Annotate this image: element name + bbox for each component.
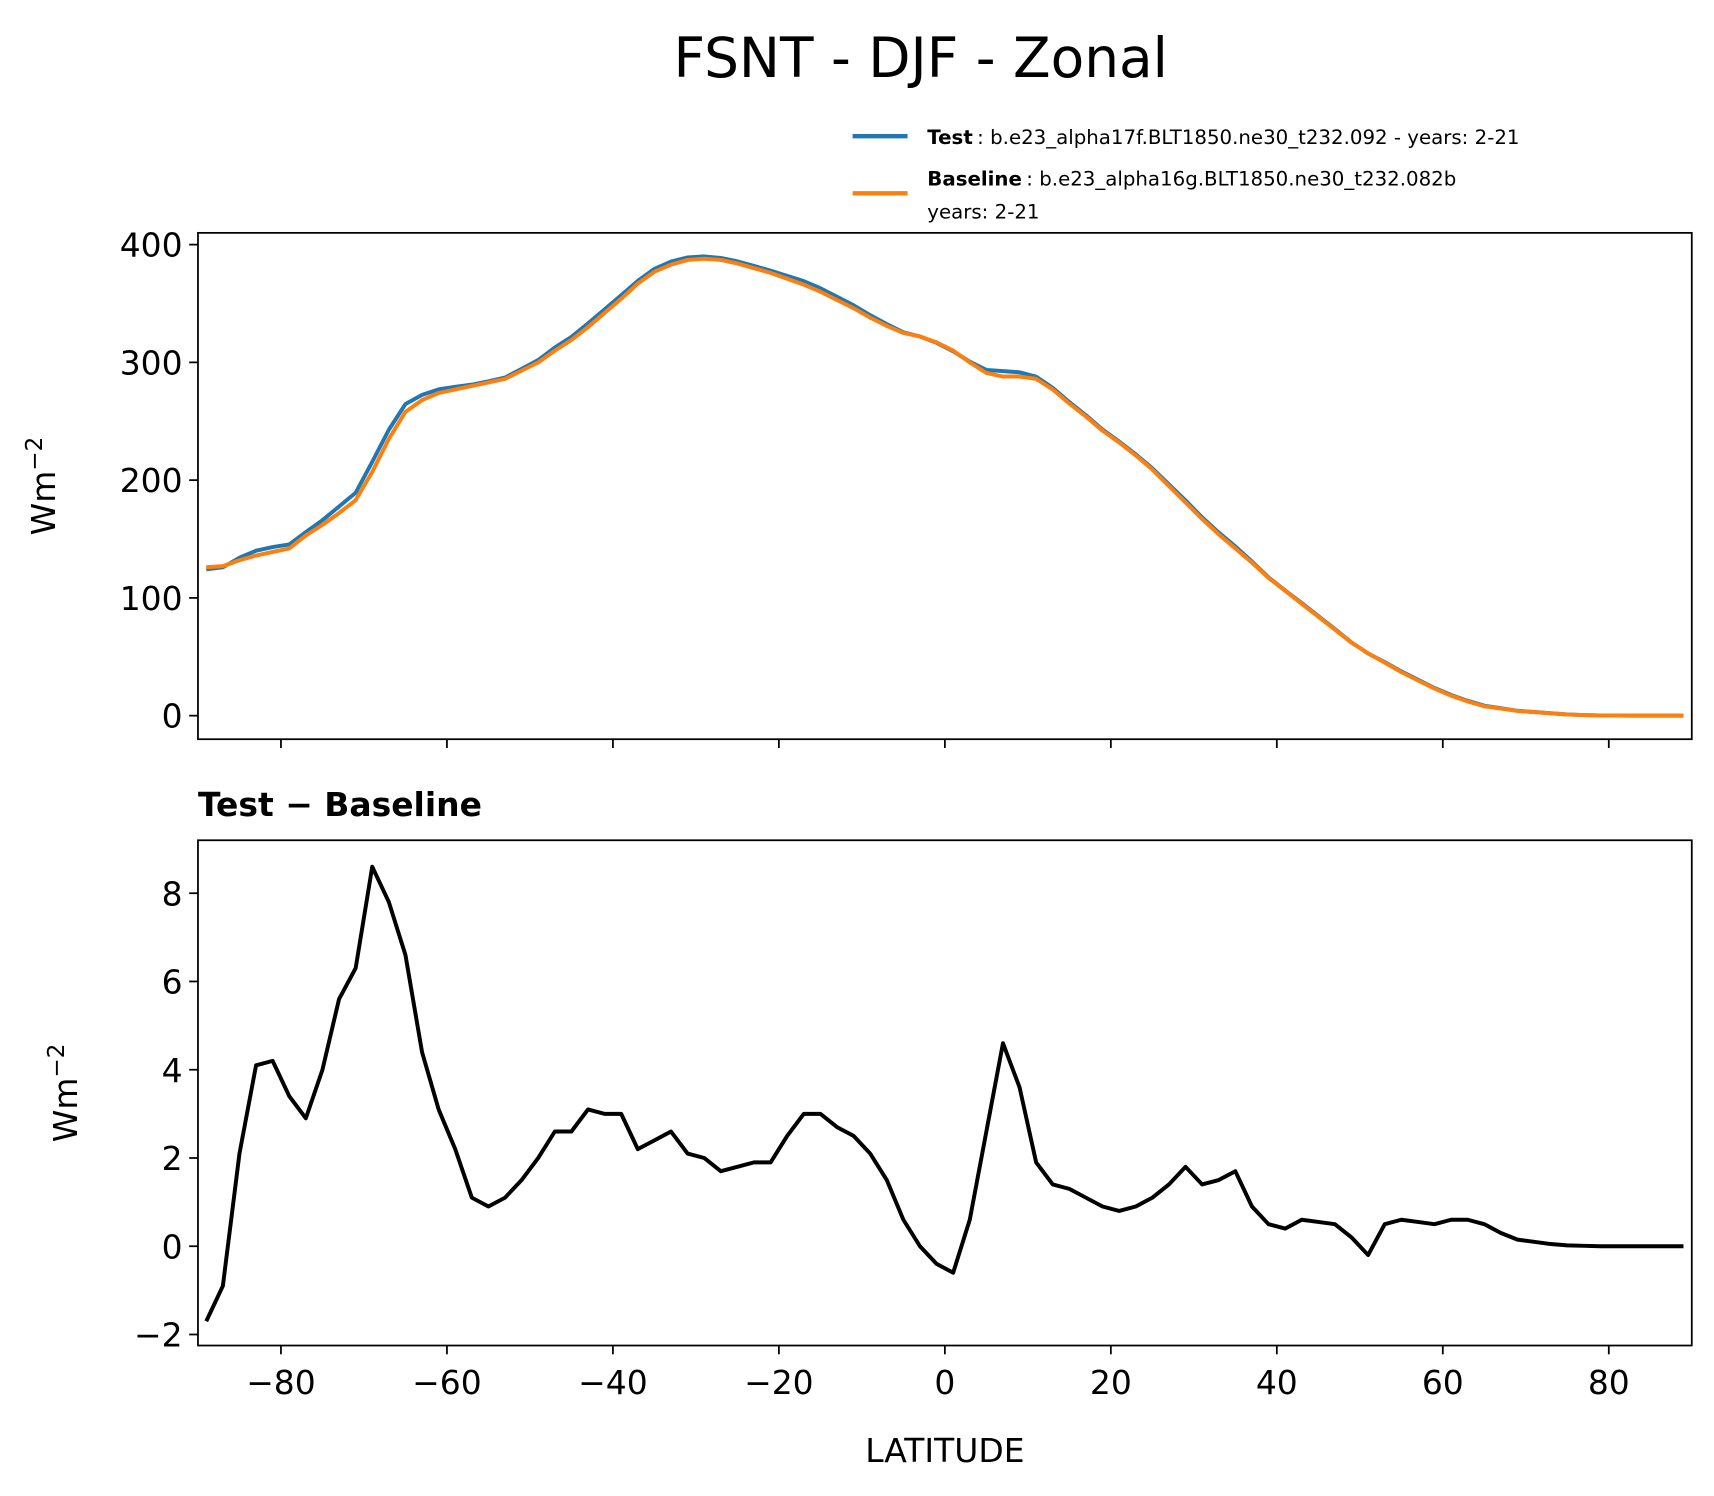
y-axis-label-superscript: −2 <box>44 1044 70 1078</box>
legend-entry: Baseline: b.e23_alpha16g.BLT1850.ne30_t2… <box>927 168 1456 191</box>
y-tick-label: 0 <box>162 1227 183 1266</box>
y-axis-label: Wm−2 <box>44 1044 85 1143</box>
y-axis-label-text: Wm <box>24 471 63 536</box>
subplot-title: Test − Baseline <box>198 785 482 824</box>
x-axis-label: LATITUDE <box>865 1431 1024 1470</box>
plot-frame <box>197 839 1693 1347</box>
x-tick-label: 60 <box>1422 1363 1464 1402</box>
y-tick-label: 6 <box>162 963 183 1002</box>
data-line <box>204 864 1684 1323</box>
y-tick-label: 4 <box>162 1051 183 1090</box>
x-tick-label: −40 <box>578 1363 648 1402</box>
legend-text: : b.e23_alpha17f.BLT1850.ne30_t232.092 -… <box>977 126 1519 149</box>
y-axis-label-text: Wm <box>46 1078 85 1143</box>
x-tick-label: 80 <box>1588 1363 1630 1402</box>
y-axis-label-superscript: −2 <box>22 437 48 471</box>
x-tick-label: −20 <box>744 1363 814 1402</box>
legend-entry: Test: b.e23_alpha17f.BLT1850.ne30_t232.0… <box>927 126 1519 149</box>
y-tick-label: 2 <box>162 1139 183 1178</box>
x-tick-label: 0 <box>934 1363 955 1402</box>
y-tick-label: 200 <box>120 461 183 500</box>
legend-name: Baseline <box>927 168 1022 191</box>
x-tick-label: −60 <box>412 1363 482 1402</box>
x-tick-label: −80 <box>246 1363 316 1402</box>
y-tick-label: −2 <box>134 1316 183 1355</box>
y-axis-label: Wm−2 <box>22 437 63 536</box>
y-tick-label: 400 <box>120 226 183 265</box>
x-tick-label: 20 <box>1090 1363 1132 1402</box>
y-tick-label: 300 <box>120 343 183 382</box>
y-tick-label: 0 <box>162 697 183 736</box>
y-tick-label: 8 <box>162 874 183 913</box>
legend-text: : b.e23_alpha16g.BLT1850.ne30_t232.082b <box>1026 168 1456 191</box>
legend-name: Test <box>927 126 972 149</box>
data-line <box>206 256 1684 718</box>
x-tick-label: 40 <box>1256 1363 1298 1402</box>
figure-title: FSNT - DJF - Zonal <box>673 26 1167 90</box>
legend-text-line: years: 2-21 <box>927 201 1039 224</box>
plot-frame <box>197 231 1693 741</box>
y-tick-label: 100 <box>120 579 183 618</box>
